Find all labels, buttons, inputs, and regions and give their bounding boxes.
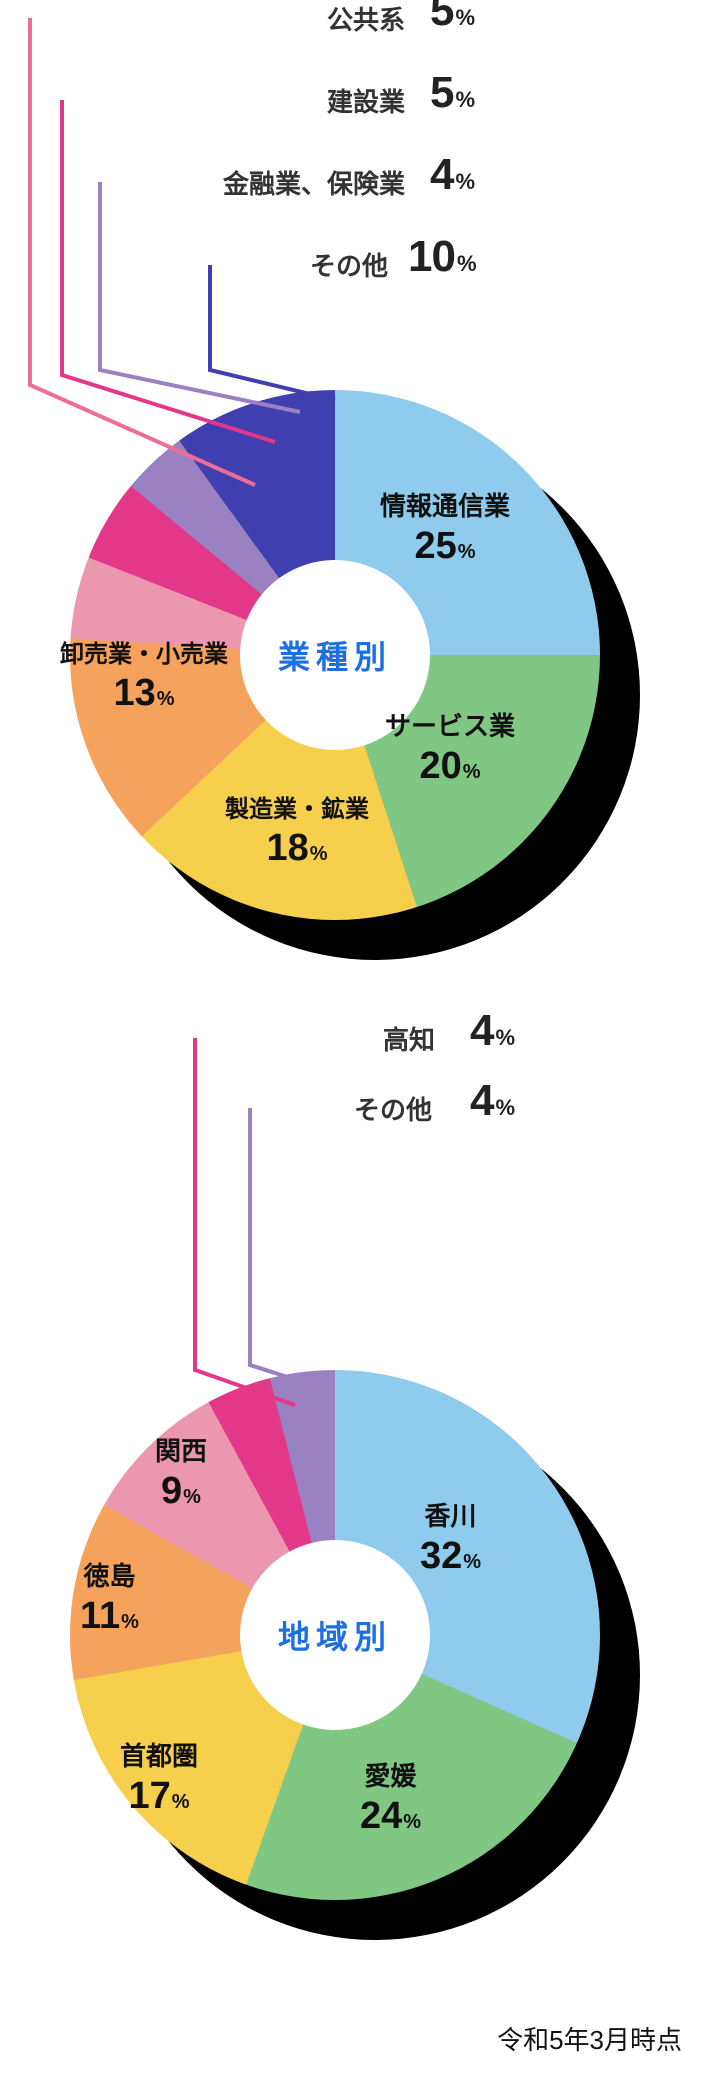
slice-label: 情報通信業25%: [380, 490, 510, 570]
footer-timestamp: 令和5年3月時点: [497, 2020, 682, 2057]
callout-value: 4%: [470, 1076, 515, 1126]
callout-label: 建設業: [327, 82, 405, 119]
callout-label: その他: [354, 1090, 432, 1127]
slice-label: 愛媛24%: [360, 1760, 421, 1840]
slice-label: 製造業・鉱業18%: [225, 795, 369, 873]
callout-value: 5%: [430, 0, 475, 36]
callout-value: 4%: [430, 150, 475, 200]
callout-value: 5%: [430, 68, 475, 118]
callout-value: 10%: [408, 232, 477, 282]
callout-label: 公共系: [327, 0, 405, 37]
slice-label: 卸売業・小売業13%: [60, 640, 228, 718]
slice-label: 徳島11%: [80, 1560, 139, 1640]
callout-label: その他: [310, 246, 388, 283]
callout-label: 高知: [383, 1020, 435, 1057]
slice-label: 関西9%: [155, 1435, 207, 1515]
callout-label: 金融業、保険業: [223, 164, 405, 201]
donut-center-label: 地域別: [240, 1540, 430, 1730]
slice-label: 香川32%: [420, 1500, 481, 1580]
callout-value: 4%: [470, 1006, 515, 1056]
slice-label: 首都圏17%: [120, 1740, 198, 1820]
slice-label: サービス業20%: [385, 710, 515, 790]
